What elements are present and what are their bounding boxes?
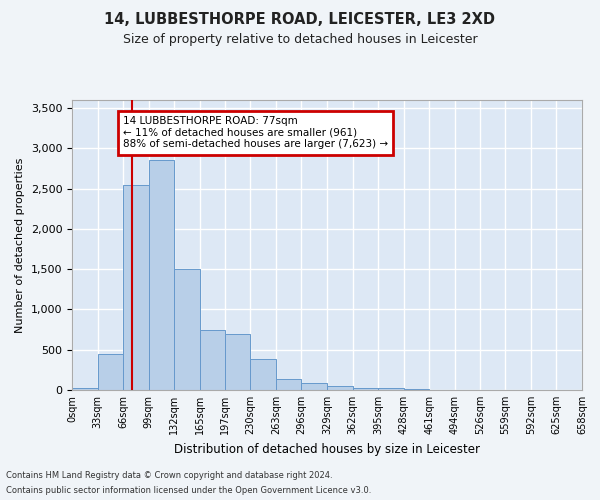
Bar bbox=[301, 383, 327, 390]
Bar bbox=[123, 184, 149, 390]
Bar bbox=[224, 334, 250, 390]
Text: Contains HM Land Registry data © Crown copyright and database right 2024.: Contains HM Land Registry data © Crown c… bbox=[6, 471, 332, 480]
Text: Contains public sector information licensed under the Open Government Licence v3: Contains public sector information licen… bbox=[6, 486, 371, 495]
Text: Size of property relative to detached houses in Leicester: Size of property relative to detached ho… bbox=[122, 32, 478, 46]
Text: 14, LUBBESTHORPE ROAD, LEICESTER, LE3 2XD: 14, LUBBESTHORPE ROAD, LEICESTER, LE3 2X… bbox=[104, 12, 496, 28]
Bar bbox=[276, 378, 301, 390]
Bar bbox=[98, 354, 123, 390]
Bar bbox=[378, 388, 404, 390]
Bar bbox=[353, 388, 378, 390]
Y-axis label: Number of detached properties: Number of detached properties bbox=[15, 158, 25, 332]
Bar bbox=[404, 389, 430, 390]
Bar bbox=[250, 360, 276, 390]
Bar bbox=[149, 160, 175, 390]
Bar bbox=[72, 388, 98, 390]
Bar bbox=[175, 269, 200, 390]
X-axis label: Distribution of detached houses by size in Leicester: Distribution of detached houses by size … bbox=[174, 442, 480, 456]
Bar bbox=[200, 330, 224, 390]
Text: 14 LUBBESTHORPE ROAD: 77sqm
← 11% of detached houses are smaller (961)
88% of se: 14 LUBBESTHORPE ROAD: 77sqm ← 11% of det… bbox=[123, 116, 388, 150]
Bar bbox=[327, 386, 353, 390]
